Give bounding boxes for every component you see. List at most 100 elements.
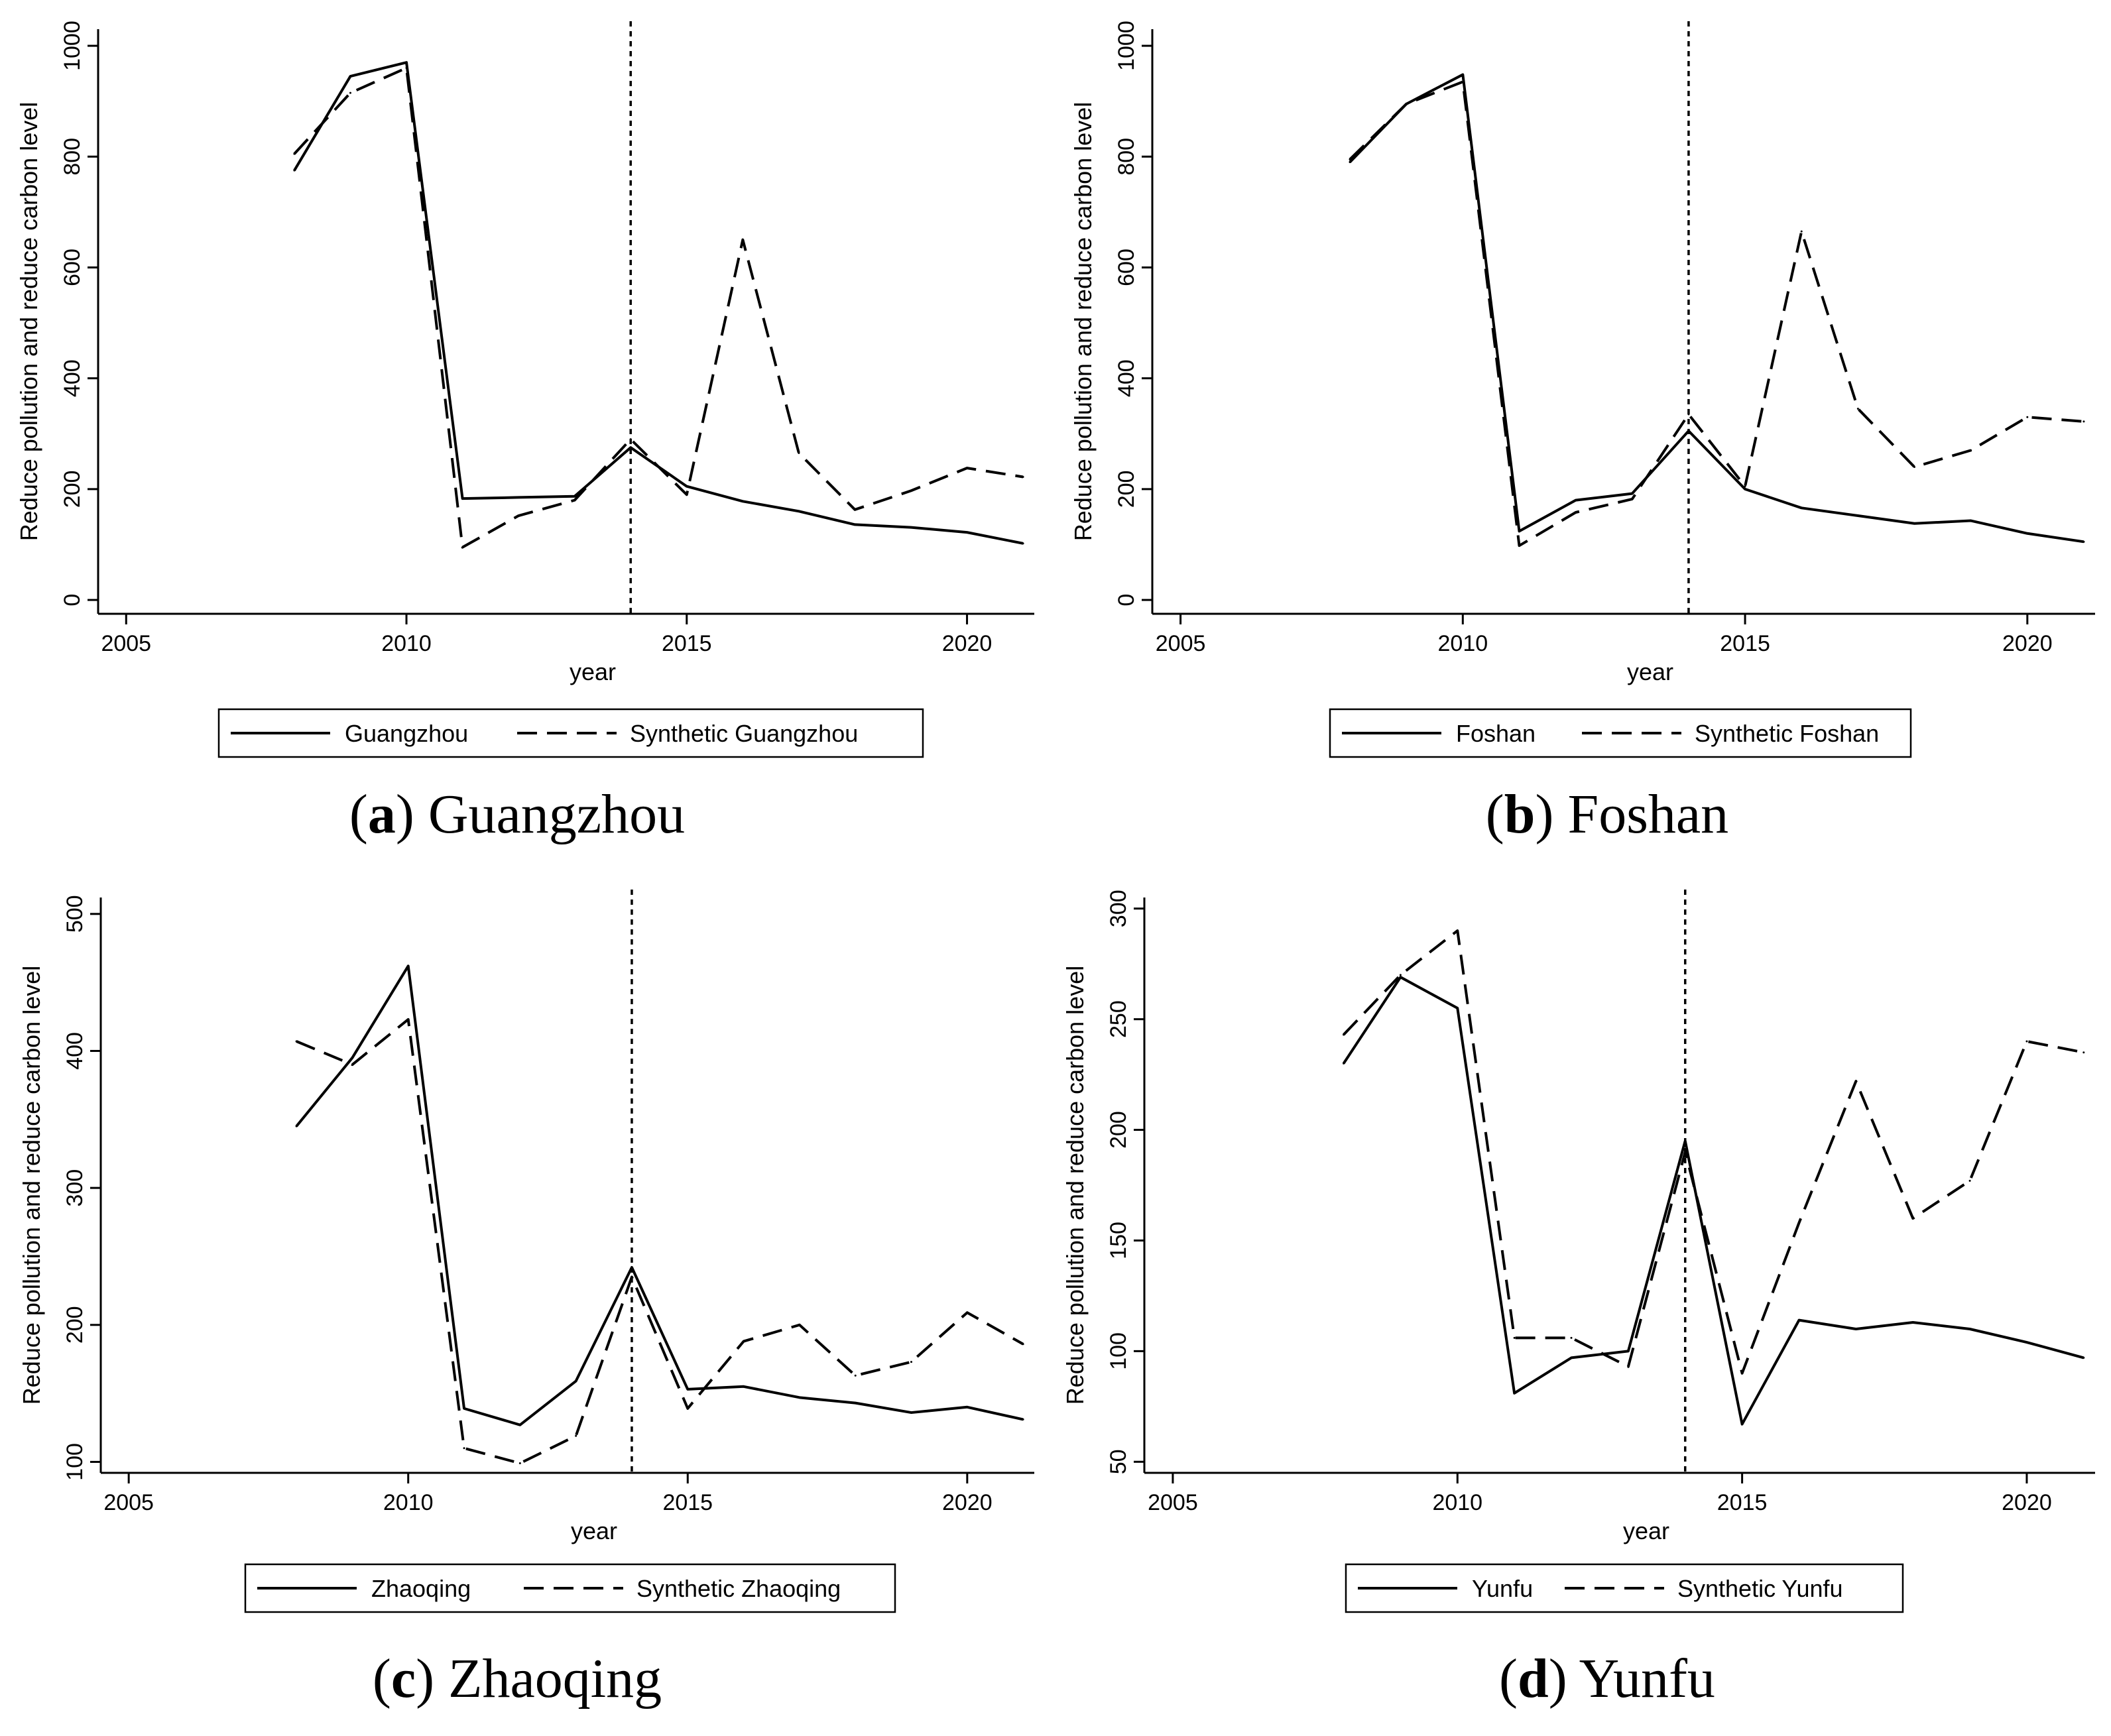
panel-letter: b <box>1504 783 1536 845</box>
legend-label-synthetic: Synthetic Yunfu <box>1677 1575 1843 1602</box>
data-point <box>1456 929 1459 932</box>
y-axis-title: Reduce pollution and reduce carbon level <box>15 102 42 541</box>
data-point <box>1968 1179 1971 1182</box>
data-point <box>629 438 632 441</box>
x-tick-label: 2020 <box>2002 1490 2052 1515</box>
data-point <box>686 493 688 496</box>
data-point <box>1687 413 1690 416</box>
data-point <box>1518 530 1520 532</box>
data-point <box>349 75 351 78</box>
data-point <box>798 1324 801 1326</box>
data-point <box>295 1040 298 1043</box>
data-point <box>407 1018 410 1021</box>
caption-title: Yunfu <box>1579 1648 1715 1709</box>
data-point <box>1513 1392 1516 1395</box>
x-tick-label: 2020 <box>942 1490 993 1515</box>
y-tick-label: 200 <box>1106 1111 1131 1149</box>
data-point <box>1343 1062 1345 1065</box>
y-tick-label: 400 <box>62 1032 88 1070</box>
data-point <box>1911 1321 1914 1324</box>
caption-title: Zhaoqing <box>448 1648 662 1709</box>
y-tick-label: 300 <box>1106 890 1131 927</box>
data-point <box>1687 430 1690 432</box>
x-tick-label: 2015 <box>1720 631 1770 656</box>
data-point <box>295 1125 298 1128</box>
panel-c: 100 200 300 400 500 2005 2010 2015 2020 year Reduc… <box>18 890 1034 1709</box>
data-point <box>1022 542 1024 545</box>
data-point <box>1854 1080 1857 1082</box>
data-point <box>2082 1051 2085 1054</box>
data-point <box>349 91 351 94</box>
data-point <box>405 67 408 70</box>
y-tick-label: 300 <box>62 1169 88 1207</box>
data-point <box>910 489 912 492</box>
panel-letter: d <box>1518 1648 1549 1709</box>
data-point <box>853 508 856 511</box>
y-tick-label: 1000 <box>60 21 85 71</box>
data-point <box>1856 408 1859 410</box>
data-point <box>518 1424 521 1426</box>
legend-label-actual: Zhaoqing <box>371 1575 471 1602</box>
data-point <box>1570 1336 1573 1339</box>
panel-caption: (c) Zhaoqing <box>373 1648 662 1709</box>
data-point <box>853 523 856 526</box>
legend <box>1345 1563 1904 1613</box>
data-point <box>463 1447 465 1450</box>
x-tick-label: 2015 <box>662 631 712 656</box>
y-tick-label: 400 <box>60 359 85 397</box>
legend <box>244 1563 896 1613</box>
data-point <box>741 500 744 502</box>
y-axis-title: Reduce pollution and reduce carbon level <box>18 966 45 1405</box>
data-point <box>631 1266 633 1269</box>
data-point <box>966 1406 969 1409</box>
panel-caption: (b) Foshan <box>1486 783 1728 845</box>
data-point <box>293 169 296 172</box>
data-point <box>798 1396 801 1399</box>
data-point <box>518 1462 521 1465</box>
data-point <box>1461 74 1464 76</box>
data-point <box>686 485 688 488</box>
panel-a: 0 200 400 600 800 1000 2005 2010 2015 2020 year Red… <box>15 21 1034 845</box>
y-tick-label: 200 <box>1114 471 1139 508</box>
data-point <box>405 61 408 64</box>
data-point <box>1800 230 1803 233</box>
data-point <box>1684 1139 1687 1142</box>
data-point <box>2025 1341 2028 1344</box>
y-tick-label: 600 <box>1114 249 1139 286</box>
x-tick-label: 2010 <box>383 1490 434 1515</box>
data-point <box>1022 476 1024 479</box>
data-point <box>966 531 969 534</box>
data-point <box>1741 1423 1744 1426</box>
x-tick-label: 2005 <box>103 1490 154 1515</box>
x-tick-label: 2015 <box>1717 1490 1768 1515</box>
data-point <box>1405 103 1408 105</box>
data-point <box>1575 511 1577 514</box>
data-point <box>686 1407 689 1410</box>
data-point <box>2082 420 2085 423</box>
data-point <box>1797 1319 1800 1322</box>
series-line-actual <box>1349 73 2084 544</box>
data-point <box>1022 1343 1024 1346</box>
series-line-synthetic <box>1343 929 2084 1375</box>
data-point <box>1854 1328 1857 1330</box>
x-axis-title: year <box>1627 658 1673 685</box>
data-point <box>573 499 576 502</box>
data-point <box>407 964 410 967</box>
x-tick-label: 2005 <box>101 631 151 656</box>
data-point <box>1744 488 1746 491</box>
data-point <box>2026 416 2029 418</box>
y-tick-label: 50 <box>1106 1449 1131 1474</box>
legend <box>217 708 924 758</box>
x-tick-label: 2010 <box>1432 1490 1482 1515</box>
x-axis-title: year <box>571 1517 617 1544</box>
y-tick-label: 800 <box>1114 138 1139 176</box>
data-point <box>1913 465 1916 468</box>
data-point <box>1631 498 1634 500</box>
data-point <box>1968 1328 1971 1330</box>
data-point <box>1518 544 1520 547</box>
data-point <box>1570 1356 1573 1359</box>
panel-b: 0 200 400 600 800 1000 2005 2010 2015 2020 year Red… <box>1069 21 2095 845</box>
data-point <box>1800 506 1803 509</box>
series-line-actual <box>1342 976 2084 1426</box>
